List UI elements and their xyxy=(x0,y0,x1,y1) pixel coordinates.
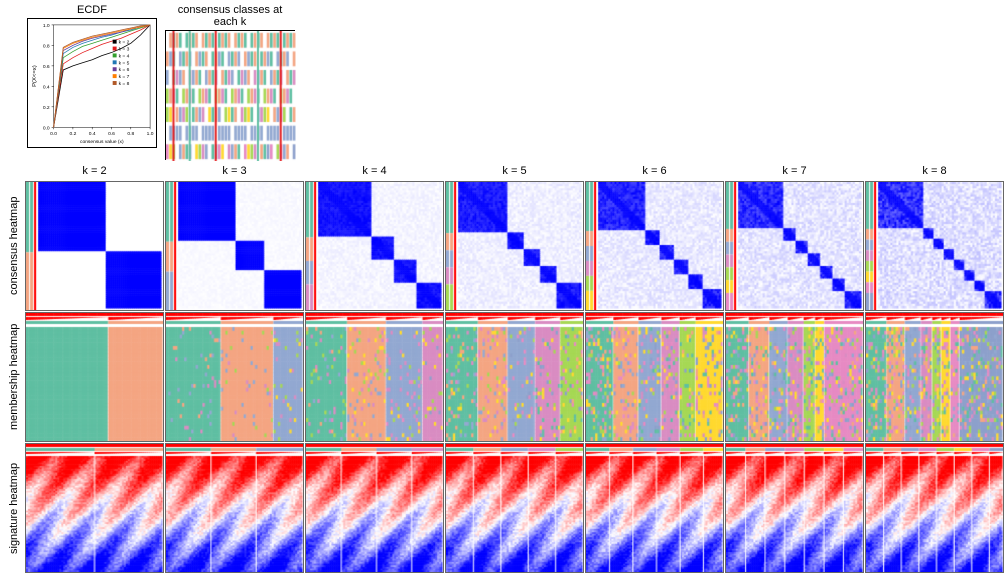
membership-heatmap-k3 xyxy=(165,312,304,442)
col-header-k6: k = 6 xyxy=(585,162,724,180)
svg-text:0.0: 0.0 xyxy=(50,131,57,137)
ecdf-title: ECDF xyxy=(27,4,157,16)
col-header-k3: k = 3 xyxy=(165,162,304,180)
consensus-heatmap-k4 xyxy=(305,181,444,311)
row-label-consensus: consensus heatmap xyxy=(4,181,24,311)
consensus-heatmap-k7 xyxy=(725,181,864,311)
signature-heatmap-k7 xyxy=(725,443,864,573)
col-header-k4: k = 4 xyxy=(305,162,444,180)
svg-text:consensus value (x): consensus value (x) xyxy=(80,139,124,145)
consensus-classes-title: consensus classes at each k xyxy=(165,4,295,28)
col-header-k7: k = 7 xyxy=(725,162,864,180)
ecdf-panel: 0.00.0 0.2 0.2 0.4 0.4 0.6 0.6 0.8 0.8 1.0 1.0 P(X<… xyxy=(27,18,157,148)
membership-heatmap-k8 xyxy=(865,312,1004,442)
membership-heatmap-k2 xyxy=(25,312,164,442)
signature-heatmap-k6 xyxy=(585,443,724,573)
signature-heatmap-k8 xyxy=(865,443,1004,573)
svg-text:k = 7: k = 7 xyxy=(119,74,130,80)
svg-text:0.4: 0.4 xyxy=(89,131,96,137)
svg-text:1.0: 1.0 xyxy=(43,23,50,29)
svg-text:1.0: 1.0 xyxy=(147,131,154,137)
consensus-heatmap-k6 xyxy=(585,181,724,311)
consensus-heatmap-k3 xyxy=(165,181,304,311)
col-header-k8: k = 8 xyxy=(865,162,1004,180)
svg-text:0.4: 0.4 xyxy=(43,84,50,90)
signature-heatmap-k2 xyxy=(25,443,164,573)
membership-heatmap-k7 xyxy=(725,312,864,442)
row-label-signature: signature heatmap xyxy=(4,443,24,573)
membership-heatmap-k5 xyxy=(445,312,584,442)
svg-text:0.6: 0.6 xyxy=(43,64,50,70)
svg-text:k = 4: k = 4 xyxy=(119,53,130,59)
consensus-heatmap-k8 xyxy=(865,181,1004,311)
consensus-heatmap-k2 xyxy=(25,181,164,311)
svg-text:0.8: 0.8 xyxy=(43,43,50,49)
svg-text:0.2: 0.2 xyxy=(43,105,50,111)
row-label-membership: membership heatmap xyxy=(4,312,24,442)
consensus-classes-panel xyxy=(165,30,295,160)
svg-text:0.6: 0.6 xyxy=(108,131,115,137)
consensus-heatmap-k5 xyxy=(445,181,584,311)
svg-text:0.8: 0.8 xyxy=(127,131,134,137)
col-header-k5: k = 5 xyxy=(445,162,584,180)
svg-text:0.2: 0.2 xyxy=(69,131,76,137)
svg-text:0.0: 0.0 xyxy=(43,125,50,131)
membership-heatmap-k6 xyxy=(585,312,724,442)
svg-text:k = 2: k = 2 xyxy=(119,40,130,46)
svg-text:k = 8: k = 8 xyxy=(119,81,130,87)
svg-text:P(X<=x): P(X<=x) xyxy=(32,65,38,87)
svg-text:k = 5: k = 5 xyxy=(119,60,130,66)
signature-heatmap-k4 xyxy=(305,443,444,573)
svg-text:k = 3: k = 3 xyxy=(119,47,130,53)
col-header-k2: k = 2 xyxy=(25,162,164,180)
svg-text:k = 6: k = 6 xyxy=(119,67,130,73)
signature-heatmap-k5 xyxy=(445,443,584,573)
signature-heatmap-k3 xyxy=(165,443,304,573)
membership-heatmap-k4 xyxy=(305,312,444,442)
